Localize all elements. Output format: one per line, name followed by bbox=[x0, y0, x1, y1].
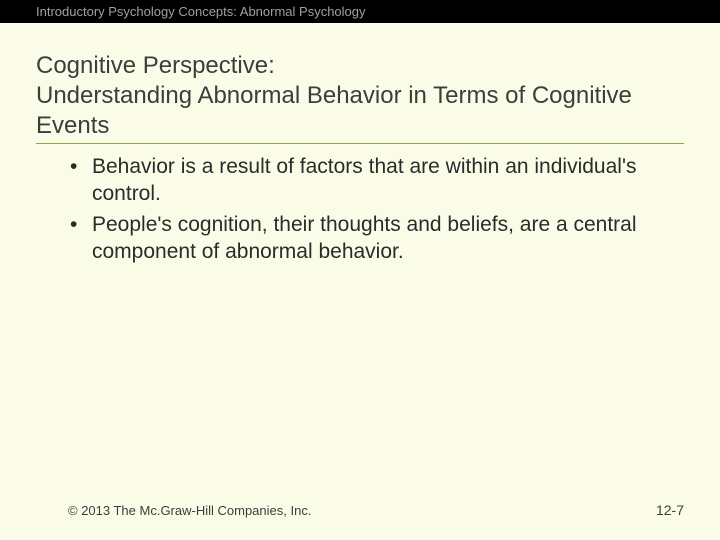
footer: © 2013 The Mc.Graw-Hill Companies, Inc. … bbox=[0, 502, 720, 518]
page-number: 12-7 bbox=[656, 502, 684, 518]
title-line-2: Understanding Abnormal Behavior in Terms… bbox=[36, 82, 632, 139]
header-bar: Introductory Psychology Concepts: Abnorm… bbox=[0, 0, 720, 23]
slide-title: Cognitive Perspective: Understanding Abn… bbox=[36, 51, 684, 144]
header-text: Introductory Psychology Concepts: Abnorm… bbox=[36, 4, 366, 19]
copyright-text: © 2013 The Mc.Graw-Hill Companies, Inc. bbox=[68, 503, 311, 518]
bullet-item: People's cognition, their thoughts and b… bbox=[70, 212, 684, 266]
title-line-1: Cognitive Perspective: bbox=[36, 52, 275, 79]
slide-content: Cognitive Perspective: Understanding Abn… bbox=[0, 23, 720, 266]
bullet-list: Behavior is a result of factors that are… bbox=[36, 154, 684, 266]
bullet-item: Behavior is a result of factors that are… bbox=[70, 154, 684, 208]
